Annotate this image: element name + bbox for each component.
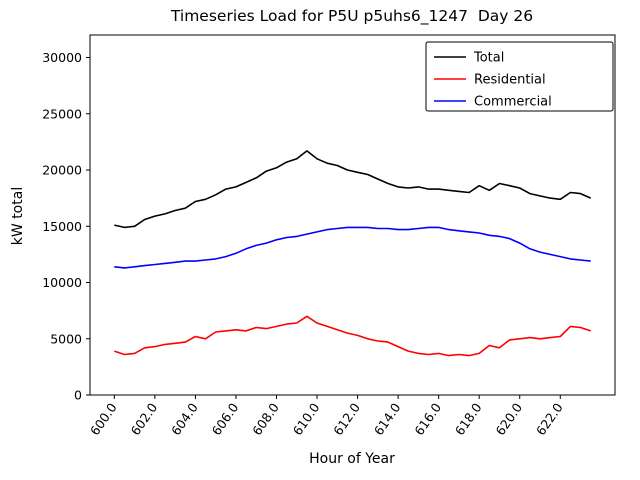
y-tick-label: 15000 [42, 219, 82, 234]
x-tick-label: 610.0 [290, 400, 323, 438]
series-residential-line [114, 315, 591, 357]
y-tick-label: 5000 [50, 331, 82, 346]
x-tick-label: 618.0 [452, 400, 485, 438]
legend-label-commercial: Commercial [474, 95, 552, 110]
series-commercial-line [114, 226, 591, 269]
chart-title: Timeseries Load for P5U p5uhs6_1247 Day … [170, 7, 533, 26]
x-tick-label: 622.0 [533, 400, 566, 438]
x-tick-label: 616.0 [411, 400, 444, 438]
x-tick-label: 614.0 [371, 400, 404, 438]
x-tick-label: 606.0 [209, 400, 242, 438]
legend-box [425, 41, 614, 112]
x-tick-label: 604.0 [168, 400, 201, 438]
y-tick-label: 30000 [42, 50, 82, 65]
axes-frame [89, 34, 616, 396]
x-tick-label: 608.0 [249, 400, 282, 438]
x-tick-label: 600.0 [87, 400, 120, 438]
y-tick-label: 25000 [42, 106, 82, 121]
legend-label-residential: Residential [474, 73, 546, 88]
x-tick-label: 612.0 [330, 400, 363, 438]
y-tick-label: 20000 [42, 163, 82, 178]
x-tick-label: 602.0 [128, 400, 161, 438]
y-tick-label: 10000 [42, 275, 82, 290]
legend-label-total: Total [473, 51, 504, 66]
series-total-line [114, 150, 592, 229]
y-tick-label: 0 [74, 388, 82, 403]
y-axis-label: kW total [10, 187, 26, 245]
x-axis-label: Hour of Year [309, 451, 395, 467]
x-tick-label: 620.0 [492, 400, 525, 438]
legend: Total Residential Commercial [425, 41, 614, 112]
